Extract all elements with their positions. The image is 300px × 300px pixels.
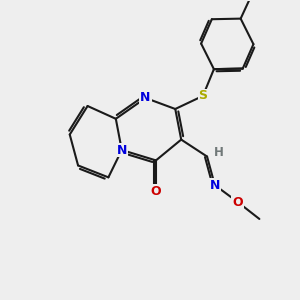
Text: O: O (232, 196, 243, 208)
Text: O: O (151, 185, 161, 198)
Text: H: H (213, 146, 223, 159)
Text: N: N (140, 92, 151, 104)
Text: N: N (117, 143, 127, 157)
Text: S: S (198, 89, 207, 102)
Text: N: N (210, 178, 220, 192)
